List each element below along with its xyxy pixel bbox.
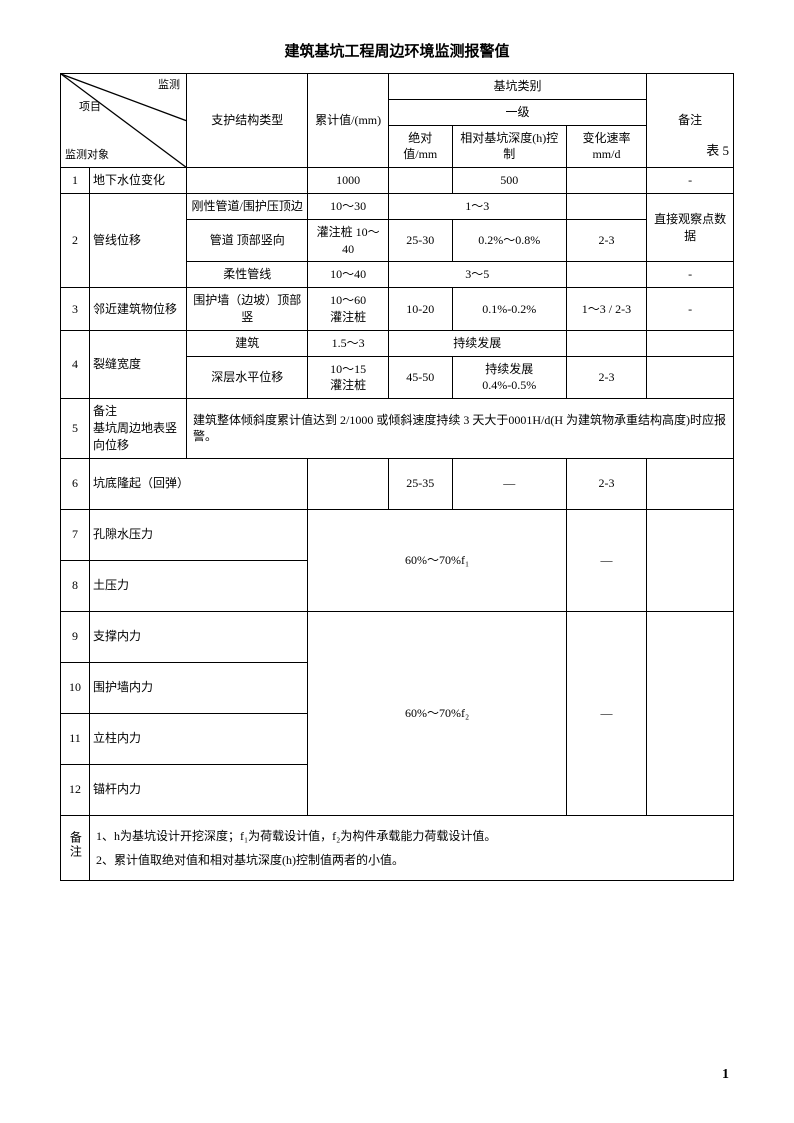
r11-seq: 11 <box>61 713 90 764</box>
r2s3-val: 10～40 <box>308 262 388 288</box>
r1-depth: 500 <box>452 168 566 194</box>
r6-seq: 6 <box>61 458 90 509</box>
r912-rate: — <box>566 611 646 815</box>
r2s3-rate: 3～5 <box>388 262 566 288</box>
r2s3-empty <box>566 262 646 288</box>
r3-note: - <box>647 288 734 331</box>
r2s1-val: 10～30 <box>308 193 388 219</box>
diag-mid-label: 项目 <box>79 100 101 115</box>
r5-item: 备注基坑周边地表竖向位移 <box>90 399 187 458</box>
diag-top-label: 监测 <box>158 78 180 93</box>
r10-seq: 10 <box>61 662 90 713</box>
r3-val: 10～60灌注桩 <box>308 288 388 331</box>
r6-rel: — <box>452 458 566 509</box>
r10-item: 围护墙内力 <box>90 662 308 713</box>
r2s1-note: 直接观察点数据 <box>647 193 734 261</box>
r1-note: - <box>647 168 734 194</box>
r11-item: 立柱内力 <box>90 713 308 764</box>
r912-val: 60%～70%f₂ <box>308 611 566 815</box>
col-pit-category: 基坑类别 <box>388 74 646 100</box>
r78-val: 60%～70%f₁ <box>308 509 566 611</box>
r4b-sub: 深层水平位移 <box>187 356 308 399</box>
r2s2-rel: 0.2%～0.8% <box>452 219 566 262</box>
monitoring-table: 监测 项目 监测对象 支护结构类型 累计值/(mm) 基坑类别 备注 一级 绝对… <box>60 73 734 881</box>
r4-seq: 4 <box>61 330 90 398</box>
r9-item: 支撑内力 <box>90 611 308 662</box>
r3-rel: 0.1%-0.2% <box>452 288 566 331</box>
r4-item: 裂缝宽度 <box>90 330 187 398</box>
r912-note <box>647 611 734 815</box>
r12-seq: 12 <box>61 764 90 815</box>
r2-item: 管线位移 <box>90 193 187 287</box>
r1-val: 1000 <box>308 168 388 194</box>
page-title: 建筑基坑工程周边环境监测报警值 <box>60 40 734 61</box>
r3-seq: 3 <box>61 288 90 331</box>
table-number: 表 5 <box>706 140 729 159</box>
r4a-rate: 持续发展 <box>388 330 566 356</box>
r2s2-label: 管道 顶部竖向 <box>187 219 308 262</box>
r4a-empty <box>566 330 646 356</box>
r3-rate: 1～3 / 2-3 <box>566 288 646 331</box>
r1-item: 地下水位变化 <box>90 168 187 194</box>
r4b-rel: 持续发展0.4%-0.5% <box>452 356 566 399</box>
col-level1: 一级 <box>388 99 646 125</box>
r9-seq: 9 <box>61 611 90 662</box>
col-cum-value: 累计值/(mm) <box>308 74 388 168</box>
r3-sub: 围护墙（边坡）顶部竖 <box>187 288 308 331</box>
r1-abs <box>388 168 452 194</box>
r2-seq: 2 <box>61 193 90 287</box>
r2s1-rate: 1～3 <box>388 193 566 219</box>
r6-abs: 25-35 <box>388 458 452 509</box>
r3-item: 邻近建筑物位移 <box>90 288 187 331</box>
r8-seq: 8 <box>61 560 90 611</box>
col-support-type: 支护结构类型 <box>187 74 308 168</box>
r2s1-label: 刚性管道/围护压顶边 <box>187 193 308 219</box>
r6-item: 坑底隆起（回弹） <box>90 458 308 509</box>
r1-rate <box>566 168 646 194</box>
r2s3-note: - <box>647 262 734 288</box>
r2s2-rate: 2-3 <box>566 219 646 262</box>
page-number: 1 <box>722 1067 729 1083</box>
r12-item: 锚杆内力 <box>90 764 308 815</box>
r8-item: 土压力 <box>90 560 308 611</box>
r1-type <box>187 168 308 194</box>
r6-empty <box>308 458 388 509</box>
r6-rate: 2-3 <box>566 458 646 509</box>
diag-bot-label: 监测对象 <box>65 148 109 163</box>
r5-seq: 5 <box>61 399 90 458</box>
r4a-val: 1.5～3 <box>308 330 388 356</box>
r78-rate: — <box>566 509 646 611</box>
r2s1-empty <box>566 193 646 219</box>
r6-note <box>647 458 734 509</box>
diagonal-header: 监测 项目 监测对象 <box>61 74 187 168</box>
r4b-rate: 2-3 <box>566 356 646 399</box>
r78-note <box>647 509 734 611</box>
r4b-val: 10～15灌注桩 <box>308 356 388 399</box>
r3-abs: 10-20 <box>388 288 452 331</box>
r4b-note <box>647 356 734 399</box>
r1-seq: 1 <box>61 168 90 194</box>
r2s2-val: 灌注桩 10～40 <box>308 219 388 262</box>
r4a-note <box>647 330 734 356</box>
col-rel: 相对基坑深度(h)控制 <box>452 125 566 168</box>
r7-seq: 7 <box>61 509 90 560</box>
r4a-sub: 建筑 <box>187 330 308 356</box>
r4b-abs: 45-50 <box>388 356 452 399</box>
r7-item: 孔隙水压力 <box>90 509 308 560</box>
r2s2-abs: 25-30 <box>388 219 452 262</box>
r5-text: 建筑整体倾斜度累计值达到 2/1000 或倾斜速度持续 3 天大于0001H/d… <box>187 399 734 458</box>
note-label: 备注 <box>61 815 90 880</box>
r2s3-label: 柔性管线 <box>187 262 308 288</box>
col-abs: 绝对值/mm <box>388 125 452 168</box>
col-rate: 变化速率mm/d <box>566 125 646 168</box>
note-text: 1、h为基坑设计开挖深度；f₁为荷载设计值，f₂为构件承载能力荷载设计值。 2、… <box>90 815 734 880</box>
